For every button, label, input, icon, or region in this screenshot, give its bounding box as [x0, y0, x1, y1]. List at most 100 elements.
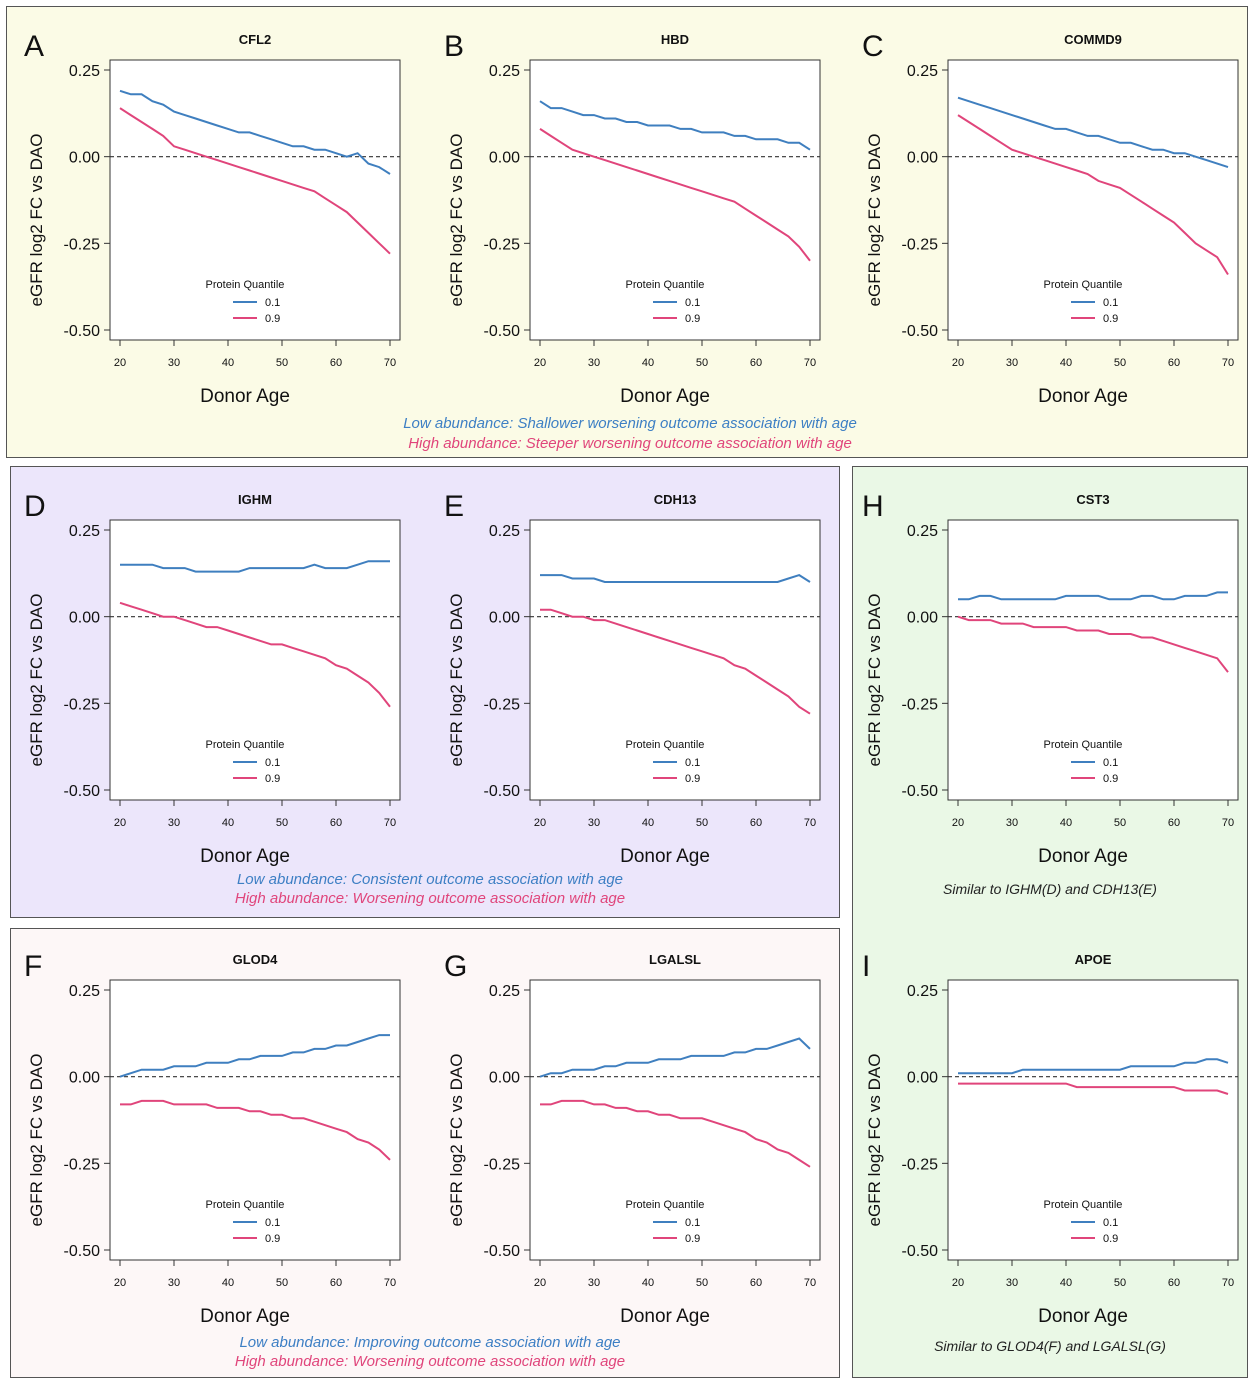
- y-tick-label: -0.50: [64, 783, 101, 800]
- legend-label: 0.1: [685, 1217, 700, 1229]
- y-tick-label: 0.25: [69, 63, 100, 80]
- y-tick-label: -0.25: [902, 1156, 939, 1173]
- series-line-q01: [540, 574, 811, 583]
- plot-frame: [529, 979, 821, 1261]
- panel-title: APOE: [1075, 952, 1112, 967]
- x-tick-label: 70: [804, 817, 816, 829]
- x-tick-label: 40: [222, 357, 234, 369]
- x-tick-label: 60: [1168, 817, 1180, 829]
- y-tick-label: -0.25: [902, 236, 939, 253]
- x-tick-label: 50: [696, 357, 708, 369]
- x-tick-label: 40: [642, 1277, 654, 1289]
- caption-fg-high: High abundance: Worsening outcome associ…: [234, 1353, 626, 1370]
- x-tick-label: 60: [330, 1277, 342, 1289]
- legend-label: 0.1: [265, 1217, 280, 1229]
- plot-frame: [109, 59, 401, 341]
- x-axis-label: Donor Age: [200, 846, 290, 867]
- panel-letter: D: [24, 490, 46, 523]
- x-tick-label: 30: [588, 817, 600, 829]
- plot-frame: [529, 519, 821, 801]
- panel-c-commd9: C COMMD9 0.25 0.00 -0.25 -0.50 20 30 40 50 60 70 Don…: [862, 30, 1239, 407]
- series-line-q01: [120, 560, 390, 573]
- y-tick-label: 0.25: [907, 63, 938, 80]
- legend-label: 0.1: [265, 297, 280, 309]
- y-tick-label: 0.25: [69, 523, 100, 540]
- panel-letter: E: [444, 490, 464, 523]
- panel-e-cdh13: E CDH13 0.25 0.00 -0.25 -0.50 20 30 40 50 60 70 Dono…: [444, 490, 821, 867]
- x-tick-label: 40: [1060, 357, 1072, 369]
- x-axis-label: Donor Age: [200, 386, 290, 407]
- x-tick-label: 40: [222, 817, 234, 829]
- legend-title: Protein Quantile: [206, 279, 285, 291]
- y-axis-label: eGFR log2 FC vs DAO: [447, 1054, 466, 1227]
- x-tick-label: 20: [952, 1277, 964, 1289]
- panel-title: HBD: [661, 32, 689, 47]
- x-tick-label: 50: [1114, 817, 1126, 829]
- plot-frame: [529, 59, 821, 341]
- x-tick-label: 60: [750, 1277, 762, 1289]
- x-tick-label: 50: [276, 1277, 288, 1289]
- x-tick-label: 60: [1168, 1277, 1180, 1289]
- panel-title: GLOD4: [233, 952, 279, 967]
- legend-label: 0.9: [265, 1233, 280, 1245]
- x-axis-label: Donor Age: [620, 1306, 710, 1327]
- x-tick-label: 70: [804, 357, 816, 369]
- x-tick-label: 60: [750, 357, 762, 369]
- y-tick-label: -0.25: [484, 1156, 521, 1173]
- legend-title: Protein Quantile: [626, 279, 705, 291]
- series-line-q01: [539, 1037, 811, 1078]
- series-line-q09: [119, 601, 391, 708]
- y-tick-label: 0.00: [489, 610, 520, 627]
- plot-frame: [947, 59, 1239, 341]
- y-tick-label: 0.25: [907, 983, 938, 1000]
- x-tick-label: 60: [1168, 357, 1180, 369]
- legend-label: 0.1: [1103, 757, 1118, 769]
- x-tick-label: 20: [534, 817, 546, 829]
- panel-a-cfl2: A CFL2 0.25 0.00 -0.25 -0.50 20 30 40 50 60 70 Donor…: [24, 30, 401, 407]
- x-tick-label: 40: [642, 357, 654, 369]
- y-tick-label: 0.25: [489, 63, 520, 80]
- legend-label: 0.1: [265, 757, 280, 769]
- x-tick-label: 20: [114, 357, 126, 369]
- x-axis-label: Donor Age: [1038, 846, 1128, 867]
- series-line-q09: [958, 1082, 1229, 1095]
- x-tick-label: 40: [222, 1277, 234, 1289]
- plot-frame: [109, 519, 401, 801]
- y-tick-label: 0.00: [69, 150, 100, 167]
- x-tick-label: 20: [952, 817, 964, 829]
- x-tick-label: 20: [534, 357, 546, 369]
- x-tick-label: 60: [750, 817, 762, 829]
- panel-title: CST3: [1076, 492, 1109, 507]
- y-tick-label: -0.50: [484, 323, 521, 340]
- panel-title: CDH13: [654, 492, 697, 507]
- series-line-q01: [957, 96, 1229, 169]
- x-tick-label: 70: [384, 1277, 396, 1289]
- x-tick-label: 70: [384, 817, 396, 829]
- panel-letter: I: [862, 950, 870, 983]
- y-axis-label: eGFR log2 FC vs DAO: [447, 134, 466, 307]
- y-tick-label: 0.00: [69, 610, 100, 627]
- panel-letter: F: [24, 950, 42, 983]
- legend-title: Protein Quantile: [1044, 739, 1123, 751]
- legend-label: 0.9: [1103, 1233, 1118, 1245]
- x-tick-label: 30: [1006, 1277, 1018, 1289]
- series-line-q09: [119, 107, 391, 255]
- y-tick-label: 0.00: [69, 1070, 100, 1087]
- caption-abc-high: High abundance: Steeper worsening outcom…: [408, 435, 852, 452]
- panel-title: COMMD9: [1064, 32, 1122, 47]
- plot-frame: [947, 519, 1239, 801]
- panel-d-ighm: D IGHM 0.25 0.00 -0.25 -0.50 20 30 40 50 60 70 Donor…: [24, 490, 401, 867]
- x-tick-label: 70: [804, 1277, 816, 1289]
- y-axis-label: eGFR log2 FC vs DAO: [447, 594, 466, 767]
- y-tick-label: 0.00: [489, 150, 520, 167]
- caption-i-note: Similar to GLOD4(F) and LGALSL(G): [934, 1338, 1166, 1354]
- x-tick-label: 30: [588, 357, 600, 369]
- legend-label: 0.9: [1103, 313, 1118, 325]
- x-tick-label: 30: [1006, 357, 1018, 369]
- caption-fg-low: Low abundance: Improving outcome associa…: [239, 1334, 621, 1351]
- series-line-q09: [120, 1099, 391, 1161]
- x-tick-label: 20: [534, 1277, 546, 1289]
- legend-title: Protein Quantile: [206, 739, 285, 751]
- y-tick-label: 0.25: [907, 523, 938, 540]
- legend-label: 0.9: [1103, 773, 1118, 785]
